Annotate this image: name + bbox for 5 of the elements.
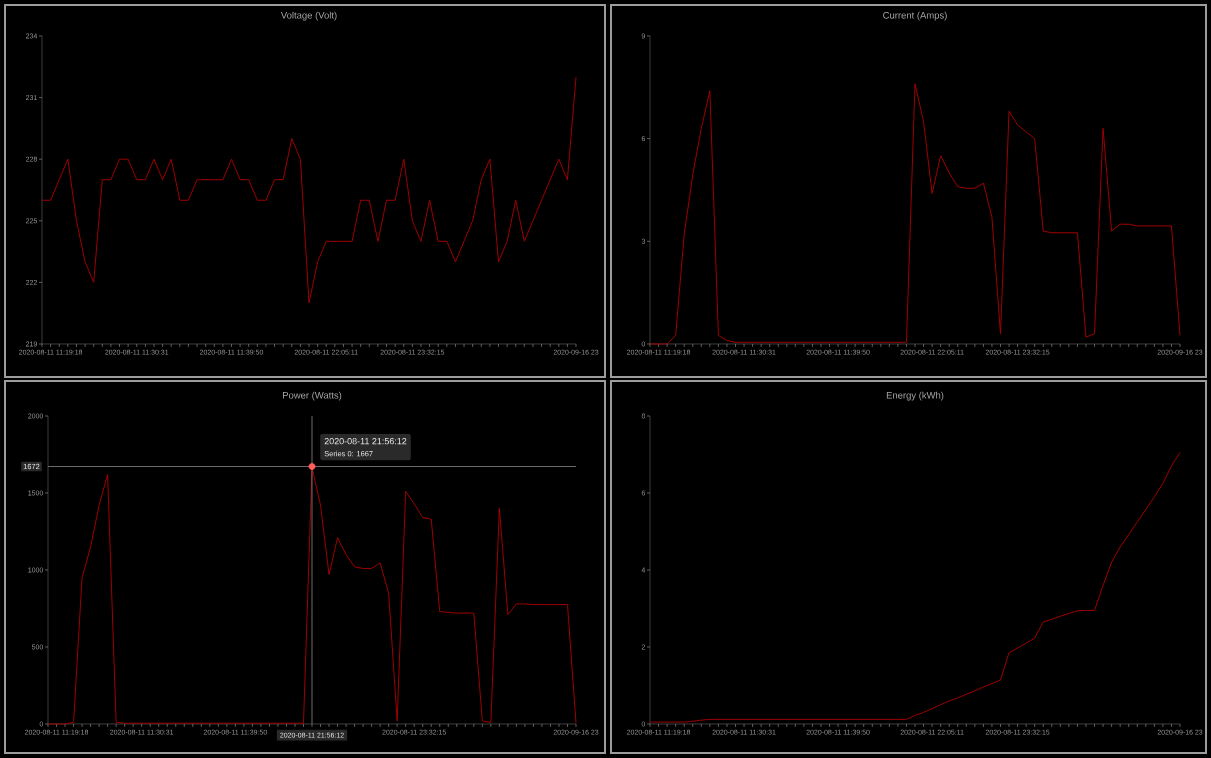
- chart-title: Energy (kWh): [886, 391, 944, 401]
- chart-title: Current (Amps): [883, 11, 947, 21]
- chart-title: Voltage (Volt): [280, 11, 337, 21]
- chart-title: Power (Watts): [282, 391, 342, 401]
- annotation: 2020-08-11 21:56:12: [324, 438, 407, 445]
